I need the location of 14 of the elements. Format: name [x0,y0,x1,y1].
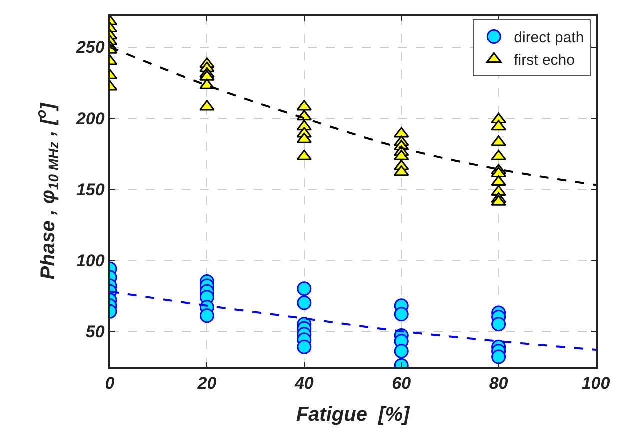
y-tick-label: 200 [75,109,106,128]
y-tick-label: 100 [76,251,106,270]
y-tick-label: 250 [75,38,106,58]
legend-label: first echo [514,52,575,70]
y-tick-label: 50 [86,322,106,342]
x-tick-label: 60 [392,374,412,394]
x-tick-label: 0 [105,374,116,394]
y-tick-label: 150 [76,180,106,200]
x-tick-label: 100 [582,374,611,394]
x-tick-label: 40 [294,374,314,394]
x-tick-label: 20 [196,374,218,394]
x-tick-label: 80 [489,374,509,394]
x-axis-title: Fatigue [%] [296,404,411,426]
legend-label: direct path [514,30,584,47]
